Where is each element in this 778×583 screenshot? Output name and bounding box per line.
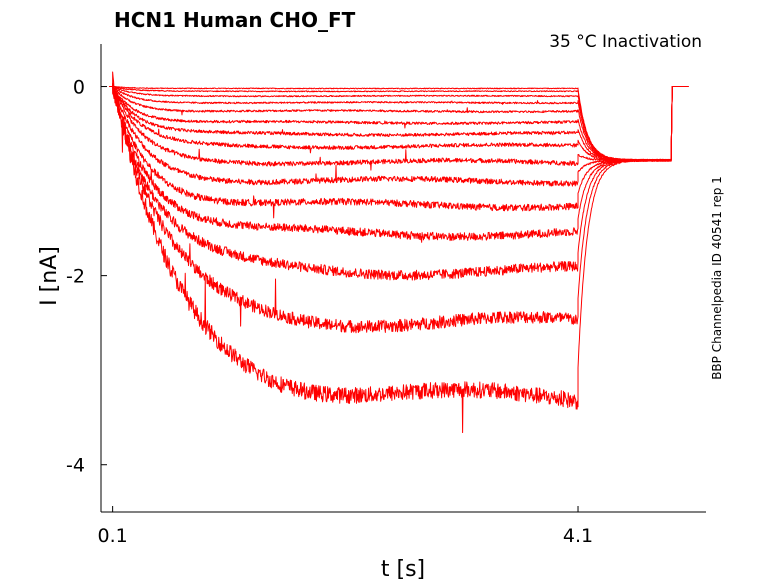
current-trace: [109, 85, 689, 162]
current-trace: [109, 85, 689, 162]
current-trace: [109, 86, 689, 243]
y-tick-label: -4: [66, 455, 85, 477]
current-trace: [109, 86, 689, 281]
x-tick-label: 0.1: [98, 525, 128, 547]
current-trace: [109, 84, 689, 219]
current-trace: [109, 86, 689, 162]
current-trace: [109, 86, 689, 162]
y-ticks: 0 -2 -4: [66, 77, 107, 477]
x-axis-label: t [s]: [381, 557, 425, 582]
y-axis-label: I [nA]: [37, 246, 62, 306]
current-trace: [109, 85, 689, 162]
current-trace: [109, 71, 689, 434]
current-trace: [109, 82, 689, 171]
chart-title: HCN1 Human CHO_FT: [114, 8, 356, 32]
chart-subtitle: 35 °C Inactivation: [549, 32, 702, 52]
y-tick-label: 0: [73, 77, 85, 99]
y-tick-label: -2: [66, 266, 85, 288]
x-tick-label: 4.1: [563, 525, 593, 547]
current-trace: [109, 86, 689, 334]
current-trace: [109, 85, 689, 162]
x-ticks: 0.1 4.1: [98, 506, 593, 547]
current-traces: [109, 71, 689, 434]
current-trace: [109, 85, 689, 187]
current-trace: [109, 83, 689, 162]
channelpedia-id-note: BBP Channelpedia ID 40541 rep 1: [710, 176, 724, 380]
